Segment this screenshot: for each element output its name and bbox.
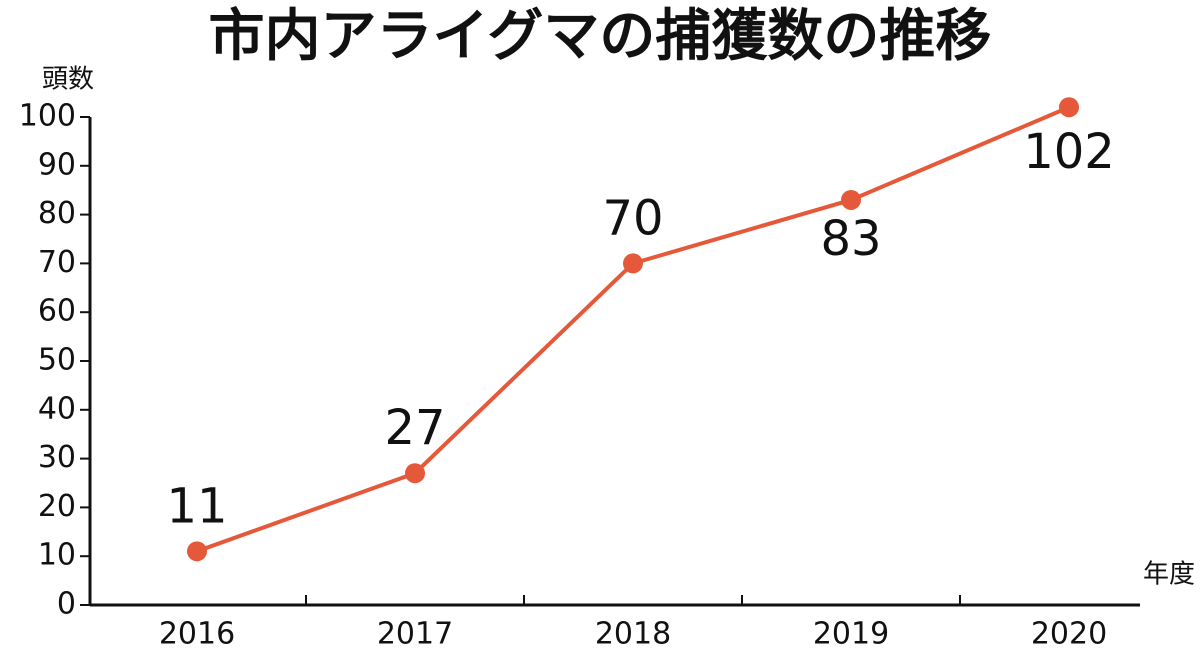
line: [196, 105, 1070, 554]
chart-title: 市内アライグマの捕獲数の推移: [209, 4, 992, 69]
y-tick-label: 30: [38, 440, 76, 475]
y-tick-label: 20: [38, 489, 76, 524]
y-axis-label: 頭数: [42, 65, 94, 95]
y-tick-label: 10: [38, 538, 76, 573]
y-tick-label: 100: [19, 99, 76, 134]
data-label: 70: [602, 190, 663, 246]
point: [1059, 97, 1079, 118]
point: [405, 463, 425, 484]
x-axis-label: 年度: [1143, 560, 1195, 590]
x-tick-label: 2017: [377, 617, 453, 652]
y-tick-label: 50: [38, 343, 76, 378]
point: [841, 189, 861, 210]
data-label: 27: [384, 400, 445, 456]
y-tick-label: 90: [38, 147, 76, 182]
data-label: 102: [1023, 124, 1115, 180]
point: [187, 541, 207, 562]
y-tick-label: 80: [38, 196, 76, 231]
point: [623, 253, 643, 274]
data-label: 83: [820, 211, 881, 267]
x-tick-label: 2019: [813, 617, 889, 652]
x-tick-label: 2016: [159, 617, 235, 652]
y-tick-label: 60: [38, 294, 76, 329]
data-label: 11: [166, 478, 227, 534]
y-tick-label: 40: [38, 391, 76, 426]
x-tick-label: 2018: [595, 617, 671, 652]
y-tick-label: 0: [57, 587, 76, 622]
x-tick-label: 2020: [1031, 617, 1107, 652]
y-tick-label: 70: [38, 245, 76, 280]
